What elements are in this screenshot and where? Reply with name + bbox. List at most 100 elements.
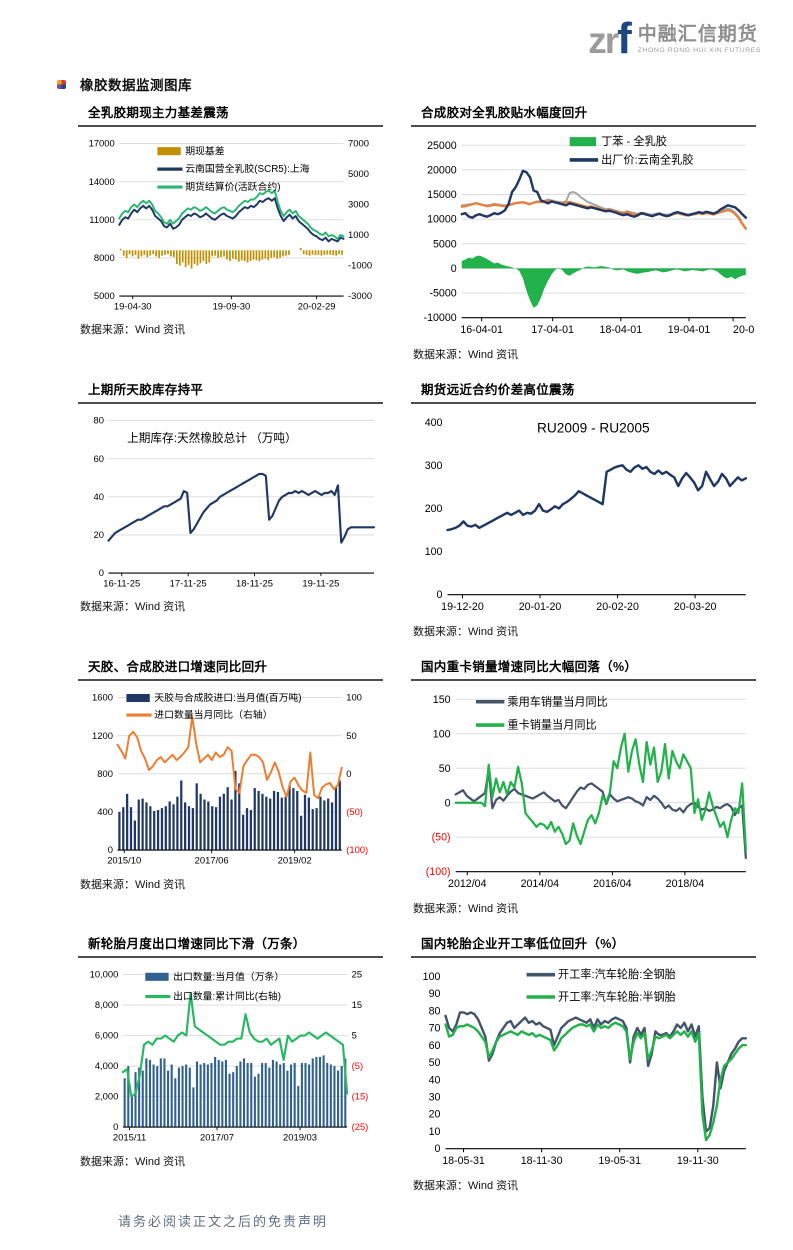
svg-text:18-05-31: 18-05-31 bbox=[442, 1155, 485, 1167]
chart-tire-exports-canvas: 0 2,000 4,000 6,000 8,000 10,000 (25) (15) (5) 5 1… bbox=[90, 969, 369, 1143]
svg-text:-10000: -10000 bbox=[424, 312, 457, 324]
svg-text:期货结算价(活跃合约): 期货结算价(活跃合约) bbox=[185, 180, 280, 193]
svg-text:5000: 5000 bbox=[433, 238, 457, 250]
charts-grid: 全乳胶期现主力基差震荡 5000 8000 11000 14000 17000 -3000… bbox=[78, 102, 771, 1197]
svg-text:19-05-31: 19-05-31 bbox=[598, 1155, 641, 1167]
svg-text:-1000: -1000 bbox=[348, 260, 372, 271]
svg-text:2019/02: 2019/02 bbox=[278, 855, 312, 866]
svg-text:开工率:汽车轮胎:全钢胎: 开工率:汽车轮胎:全钢胎 bbox=[558, 967, 676, 981]
svg-text:出厂价:云南全乳胶: 出厂价:云南全乳胶 bbox=[601, 152, 693, 166]
svg-text:(15): (15) bbox=[352, 1091, 369, 1102]
svg-text:期现基差: 期现基差 bbox=[185, 144, 225, 157]
svg-text:(5): (5) bbox=[352, 1060, 364, 1071]
source-note: 数据来源：Wind 资讯 bbox=[80, 878, 186, 891]
source-note: 数据来源：Wind 资讯 bbox=[413, 626, 519, 639]
svg-text:400: 400 bbox=[97, 806, 113, 817]
svg-text:出口数量:当月值（万条）: 出口数量:当月值（万条） bbox=[173, 970, 284, 983]
svg-text:-5000: -5000 bbox=[429, 288, 456, 300]
svg-text:1600: 1600 bbox=[92, 692, 113, 703]
svg-text:200: 200 bbox=[425, 503, 443, 515]
svg-text:14000: 14000 bbox=[89, 176, 115, 187]
svg-text:20: 20 bbox=[429, 1109, 441, 1121]
svg-text:0: 0 bbox=[445, 797, 451, 809]
svg-text:3000: 3000 bbox=[348, 199, 369, 210]
svg-text:70: 70 bbox=[429, 1023, 441, 1035]
svg-text:丁苯 - 全乳胶: 丁苯 - 全乳胶 bbox=[601, 134, 667, 148]
svg-text:1200: 1200 bbox=[92, 730, 113, 741]
svg-text:60: 60 bbox=[429, 1040, 441, 1052]
chart-title: 国内轮胎企业开工率低位回升（%） bbox=[411, 933, 756, 959]
chart-title: 全乳胶期现主力基差震荡 bbox=[78, 102, 383, 127]
svg-text:25000: 25000 bbox=[427, 140, 457, 152]
section-header: 橡胶数据监测图库 bbox=[57, 74, 793, 94]
svg-text:2018/04: 2018/04 bbox=[666, 878, 705, 890]
chart-block-imports: 天胶、合成胶进口增速同比回升 0 400 800 1200 1600 (100) (50) 0… bbox=[78, 656, 383, 920]
svg-text:2015/10: 2015/10 bbox=[107, 855, 141, 866]
source-note: 数据来源：Wind 资讯 bbox=[413, 349, 519, 362]
svg-text:25: 25 bbox=[352, 969, 362, 980]
chart-block-basis: 全乳胶期现主力基差震荡 5000 8000 11000 14000 17000 -3000… bbox=[78, 102, 383, 366]
chart-title: 合成胶对全乳胶贴水幅度回升 bbox=[411, 102, 756, 127]
svg-text:50: 50 bbox=[429, 1057, 441, 1069]
chart-basis-canvas: 5000 8000 11000 14000 17000 -3000 -1000 1000 300… bbox=[89, 138, 372, 312]
svg-text:10000: 10000 bbox=[427, 214, 457, 226]
svg-text:开工率:汽车轮胎:半钢胎: 开工率:汽车轮胎:半钢胎 bbox=[558, 990, 676, 1004]
svg-text:80: 80 bbox=[429, 1005, 441, 1017]
company-name-cn: 中融汇信期货 bbox=[637, 24, 758, 46]
svg-text:2012/04: 2012/04 bbox=[448, 878, 487, 890]
svg-text:(100): (100) bbox=[426, 866, 451, 878]
chart-truck-sales-canvas: (100) (50) 0 50 100 150 2012/04 2014/04 2016/04 2… bbox=[426, 694, 747, 890]
svg-text:20-01-20: 20-01-20 bbox=[519, 601, 562, 613]
svg-text:20-03-20: 20-03-20 bbox=[674, 601, 717, 613]
svg-text:8,000: 8,000 bbox=[95, 999, 119, 1010]
company-logo: zrf 中融汇信期货 ZHONG RONG HUI XIN FUTURES bbox=[588, 17, 761, 61]
svg-text:17-11-25: 17-11-25 bbox=[170, 578, 207, 589]
svg-text:80: 80 bbox=[94, 415, 104, 426]
source-note: 数据来源：Wind 资讯 bbox=[413, 903, 519, 916]
svg-text:20000: 20000 bbox=[427, 164, 457, 176]
svg-text:30: 30 bbox=[429, 1092, 441, 1104]
svg-text:19-04-01: 19-04-01 bbox=[668, 324, 711, 336]
chart-title: 国内重卡销量增速同比大幅回落（%） bbox=[411, 656, 756, 682]
logo-names: 中融汇信期货 ZHONG RONG HUI XIN FUTURES bbox=[638, 25, 761, 54]
svg-text:2017/06: 2017/06 bbox=[195, 855, 229, 866]
svg-text:10,000: 10,000 bbox=[90, 969, 119, 980]
logo-text-f: f bbox=[617, 14, 632, 63]
source-note: 数据来源：Wind 资讯 bbox=[80, 601, 186, 614]
svg-text:2014/04: 2014/04 bbox=[521, 878, 560, 890]
svg-text:4,000: 4,000 bbox=[95, 1060, 119, 1071]
source-note: 数据来源：Wind 资讯 bbox=[80, 324, 186, 337]
svg-text:(50): (50) bbox=[346, 806, 363, 817]
chart-title: 天胶、合成胶进口增速同比回升 bbox=[78, 656, 383, 682]
svg-text:(100): (100) bbox=[346, 844, 368, 855]
svg-text:50: 50 bbox=[346, 730, 356, 741]
svg-text:400: 400 bbox=[425, 417, 443, 429]
disclaimer-note: 请务必阅读正文之后的免责声明 bbox=[118, 1214, 329, 1230]
chart-block-tire-exports: 新轮胎月度出口增速同比下滑（万条） 0 2,000 4,000 6,000 8,000 1… bbox=[78, 933, 383, 1197]
svg-text:100: 100 bbox=[346, 692, 362, 703]
svg-text:16-11-25: 16-11-25 bbox=[103, 578, 140, 589]
svg-text:11000: 11000 bbox=[89, 214, 114, 225]
chart-block-calendar-spread: 期货远近合约价差高位震荡 0 100 200 300 400 19-12-20 20-01-… bbox=[411, 379, 756, 643]
svg-text:0: 0 bbox=[346, 768, 351, 779]
chart-shfe-inventory-canvas: 0 20 40 60 80 16-11-25 17-11-25 18-11-25 19-11-2… bbox=[94, 415, 376, 589]
chart-title: 期货远近合约价差高位震荡 bbox=[411, 379, 756, 405]
svg-text:20-02-29: 20-02-29 bbox=[298, 301, 336, 312]
svg-text:6,000: 6,000 bbox=[95, 1030, 119, 1041]
svg-text:40: 40 bbox=[429, 1074, 441, 1086]
svg-text:15: 15 bbox=[352, 999, 362, 1010]
svg-text:5000: 5000 bbox=[94, 290, 115, 301]
svg-text:19-09-30: 19-09-30 bbox=[213, 301, 251, 312]
logo-text-zr: zr bbox=[588, 20, 619, 61]
chart-calendar-spread-canvas: 0 100 200 300 400 19-12-20 20-01-20 20-02-20 20-… bbox=[425, 417, 748, 613]
svg-text:2015/11: 2015/11 bbox=[113, 1132, 146, 1143]
source-note: 数据来源：Wind 资讯 bbox=[413, 1180, 519, 1193]
svg-text:0: 0 bbox=[113, 1121, 118, 1132]
svg-text:5000: 5000 bbox=[348, 168, 369, 179]
svg-text:100: 100 bbox=[425, 546, 443, 558]
svg-text:0: 0 bbox=[437, 589, 443, 601]
svg-text:2019/03: 2019/03 bbox=[283, 1132, 317, 1143]
chart-tire-operating-rate-canvas: 0 10 20 30 40 50 60 70 80 90 100 18-05-31 18-11-30 19… bbox=[423, 967, 748, 1167]
svg-text:重卡销量当月同比: 重卡销量当月同比 bbox=[507, 718, 596, 732]
